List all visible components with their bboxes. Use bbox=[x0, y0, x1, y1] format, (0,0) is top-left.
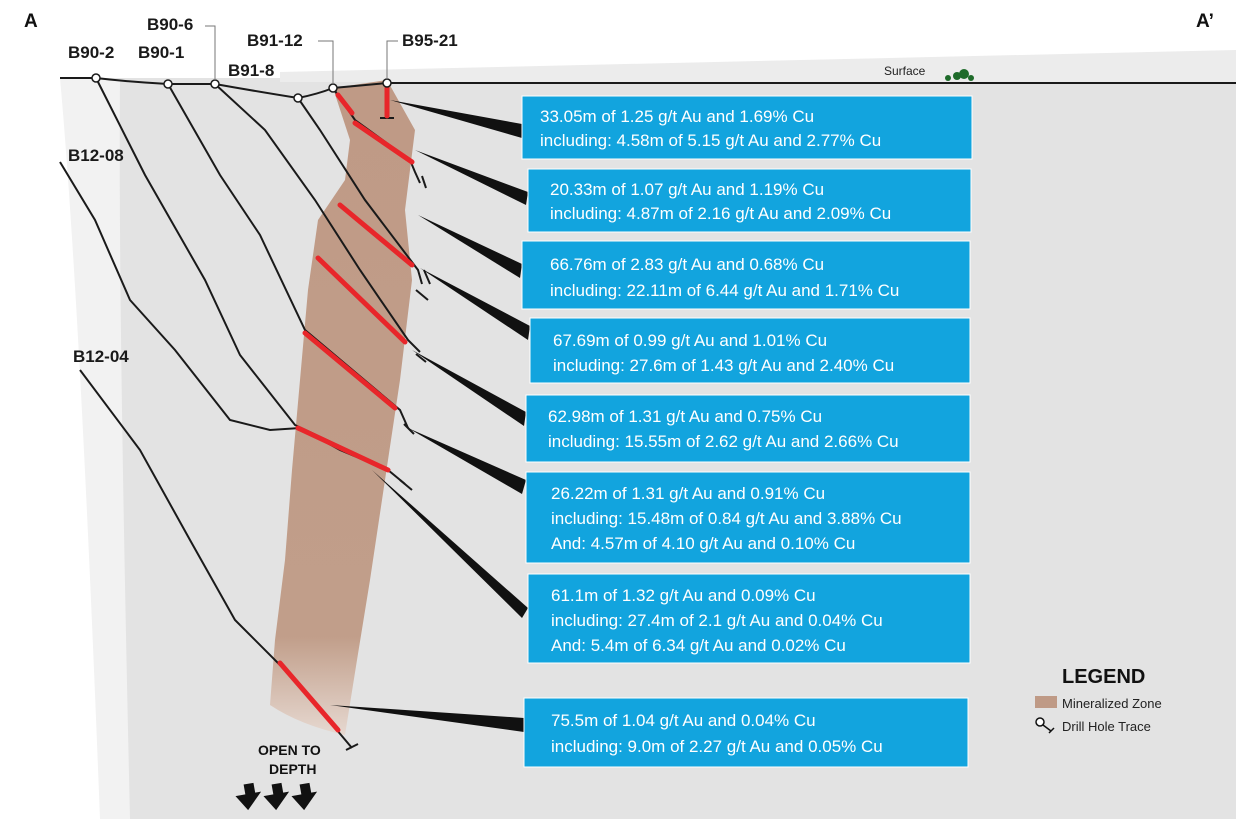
intercept-7-line-1: 61.1m of 1.32 g/t Au and 0.09% Cu bbox=[551, 586, 816, 605]
collar-b91-8 bbox=[293, 93, 303, 103]
intercept-4-line-2: including: 27.6m of 1.43 g/t Au and 2.40… bbox=[553, 356, 894, 375]
hole-label-b12-08: B12-08 bbox=[68, 146, 124, 165]
intercept-5-line-2: including: 15.55m of 2.62 g/t Au and 2.6… bbox=[548, 432, 899, 451]
hole-label-b90-1: B90-1 bbox=[138, 43, 184, 62]
hole-label-b95-21: B95-21 bbox=[402, 31, 458, 50]
intercept-2-line-1: 20.33m of 1.07 g/t Au and 1.19% Cu bbox=[550, 180, 824, 199]
surface-line bbox=[60, 77, 1236, 100]
drill-trace-b91-8 bbox=[297, 97, 423, 285]
hole-label-b91-8: B91-8 bbox=[228, 61, 274, 80]
intercept-6-line-2: including: 15.48m of 0.84 g/t Au and 3.8… bbox=[551, 509, 902, 528]
collar-b91-12 bbox=[328, 83, 338, 93]
intercept-box-6: 26.22m of 1.31 g/t Au and 0.91% Cu inclu… bbox=[525, 471, 971, 564]
hole-label-b90-6: B90-6 bbox=[147, 15, 193, 34]
legend-title: LEGEND bbox=[1062, 666, 1145, 688]
collar-b90-1 bbox=[163, 79, 173, 89]
intercept-6-line-3: And: 4.57m of 4.10 g/t Au and 0.10% Cu bbox=[551, 534, 855, 553]
intercept-box-3: 66.76m of 2.83 g/t Au and 0.68% Cu inclu… bbox=[521, 240, 971, 310]
collar-b90-6 bbox=[210, 79, 220, 89]
arrow-down-icon bbox=[291, 782, 318, 811]
intercept-box-8: 75.5m of 1.04 g/t Au and 0.04% Cu includ… bbox=[523, 697, 969, 768]
intercept-1-line-2: including: 4.58m of 5.15 g/t Au and 2.77… bbox=[540, 131, 881, 150]
section-start-label: A bbox=[24, 11, 38, 32]
intercept-box-7: 61.1m of 1.32 g/t Au and 0.09% Cu includ… bbox=[527, 573, 971, 664]
label-brackets bbox=[205, 25, 398, 84]
intercept-5-line-1: 62.98m of 1.31 g/t Au and 0.75% Cu bbox=[548, 407, 822, 426]
open-to-depth-label: OPEN TO DEPTH bbox=[258, 742, 321, 777]
intercept-segments bbox=[277, 83, 415, 733]
intercept-box-2: 20.33m of 1.07 g/t Au and 1.19% Cu inclu… bbox=[527, 168, 972, 233]
hole-label-b90-2: B90-2 bbox=[68, 43, 114, 62]
intercept-8-line-1: 75.5m of 1.04 g/t Au and 0.04% Cu bbox=[551, 711, 816, 730]
arrow-down-icon bbox=[263, 782, 290, 811]
legend-item-mineralized-zone: Mineralized Zone bbox=[1062, 696, 1162, 711]
intercept-box-1: 33.05m of 1.25 g/t Au and 1.69% Cu inclu… bbox=[521, 95, 973, 160]
intercept-1-line-1: 33.05m of 1.25 g/t Au and 1.69% Cu bbox=[540, 107, 814, 126]
legend: LEGEND Mineralized Zone Drill Hole Trace bbox=[1035, 666, 1162, 734]
intercept-box-5: 62.98m of 1.31 g/t Au and 0.75% Cu inclu… bbox=[525, 394, 971, 463]
arrow-down-icon bbox=[235, 782, 262, 811]
intercept-boxes: 33.05m of 1.25 g/t Au and 1.69% Cu inclu… bbox=[521, 95, 973, 768]
collar-b90-2 bbox=[91, 73, 101, 83]
mineralized-zone-swatch bbox=[1035, 696, 1057, 708]
intercept-3-line-1: 66.76m of 2.83 g/t Au and 0.68% Cu bbox=[550, 255, 824, 274]
intercept-2-line-2: including: 4.87m of 2.16 g/t Au and 2.09… bbox=[550, 204, 891, 223]
intercept-7-line-2: including: 27.4m of 2.1 g/t Au and 0.04%… bbox=[551, 611, 883, 630]
hole-label-b12-04: B12-04 bbox=[73, 347, 129, 366]
intercept-8-line-2: including: 9.0m of 2.27 g/t Au and 0.05%… bbox=[551, 737, 883, 756]
down-arrow-icons bbox=[235, 782, 318, 811]
intercept-7-line-3: And: 5.4m of 6.34 g/t Au and 0.02% Cu bbox=[551, 636, 846, 655]
section-end-label: A’ bbox=[1196, 11, 1214, 32]
tree-icon bbox=[945, 69, 974, 81]
open-to-depth-line-2: DEPTH bbox=[269, 761, 316, 777]
drill-hole-labels: B90-2 B90-1 B90-6 B91-8 B91-12 B95-21 B1… bbox=[68, 15, 458, 366]
leader-wedges bbox=[330, 100, 530, 732]
drill-trace-b90-1 bbox=[167, 83, 409, 429]
hole-label-b91-12: B91-12 bbox=[247, 31, 303, 50]
surface-label: Surface bbox=[884, 64, 926, 78]
legend-item-drill-hole-trace: Drill Hole Trace bbox=[1062, 719, 1151, 734]
collar-b95-21 bbox=[382, 78, 392, 88]
intercept-6-line-1: 26.22m of 1.31 g/t Au and 0.91% Cu bbox=[551, 484, 825, 503]
intercept-3-line-2: including: 22.11m of 6.44 g/t Au and 1.7… bbox=[550, 281, 899, 300]
intercept-4-line-1: 67.69m of 0.99 g/t Au and 1.01% Cu bbox=[553, 331, 827, 350]
intercept-box-4: 67.69m of 0.99 g/t Au and 1.01% Cu inclu… bbox=[529, 317, 971, 384]
drill-hole-trace-icon bbox=[1035, 717, 1055, 734]
drill-trace-b90-6 bbox=[214, 83, 421, 353]
open-to-depth-line-1: OPEN TO bbox=[258, 742, 321, 758]
mineralized-zone bbox=[270, 80, 415, 735]
